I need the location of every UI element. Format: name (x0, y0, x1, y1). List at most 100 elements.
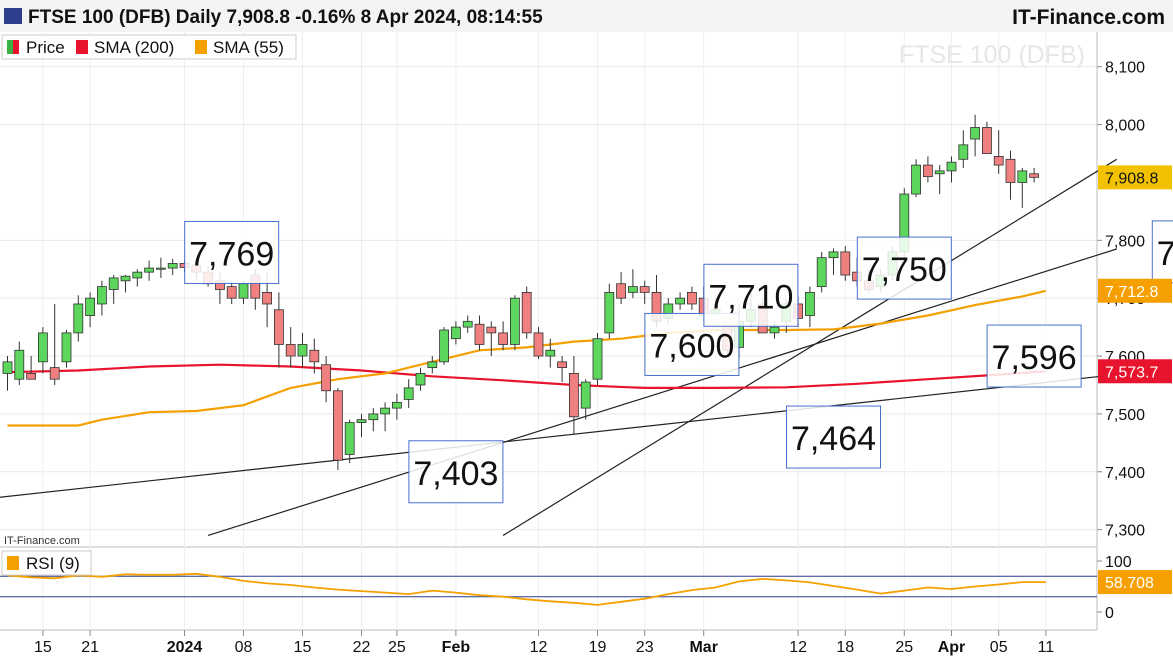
candle-body-up (391, 401, 402, 409)
x-tick-label: 18 (836, 639, 854, 656)
candle-body-down (1029, 173, 1039, 178)
rsi-pane[interactable] (0, 549, 1097, 630)
candle-body-down (569, 373, 579, 418)
brand-label[interactable]: IT-Finance.com (1012, 6, 1165, 29)
rsi-line (7, 572, 1046, 606)
sma-lines (7, 289, 1047, 427)
candle (675, 292, 685, 310)
y-tick-label: 7,800 (1105, 233, 1145, 250)
candle-body-up (509, 297, 520, 345)
sma55-line (7, 289, 1047, 427)
candle (321, 356, 332, 403)
candle-body-up (545, 349, 556, 357)
candle (226, 280, 237, 304)
candle-body-down (49, 367, 60, 380)
candle (498, 321, 509, 351)
candle (61, 330, 72, 368)
candle (604, 283, 615, 339)
candle (557, 356, 567, 383)
annotation: 7,464 (786, 405, 881, 469)
candle (97, 280, 107, 316)
watermark: FTSE 100 (DFB) (899, 41, 1085, 69)
candle-body-down (639, 286, 650, 293)
price-legend-icon-green (7, 40, 13, 54)
rsi-badge-label: 58.708 (1105, 575, 1154, 592)
annotation: 7,750 (856, 236, 952, 300)
candle (49, 303, 60, 385)
candle-body-up (934, 170, 945, 175)
candle (509, 295, 520, 351)
candle-body-down (533, 332, 544, 357)
candle (1005, 150, 1016, 200)
price-legend-icon-red (13, 40, 19, 54)
candle-body-up (911, 164, 921, 195)
candle-body-up (828, 251, 839, 259)
candle (462, 315, 473, 333)
candle-body-down (982, 127, 992, 154)
candle (982, 121, 992, 154)
candle-body-up (144, 267, 155, 273)
candle-body-down (285, 344, 296, 357)
x-tick-label: 21 (81, 639, 99, 656)
candle (946, 156, 957, 183)
candle-body-down (616, 283, 626, 299)
candle (155, 257, 166, 278)
candle-body-up (628, 286, 638, 293)
candle (332, 387, 343, 471)
x-tick-label: 12 (789, 639, 807, 656)
candle-body-up (132, 271, 143, 279)
sma200-legend-icon (76, 40, 88, 54)
sma200-badge-label: 7,573.7 (1105, 364, 1158, 381)
candle-body-down (687, 291, 697, 305)
legend-sma200[interactable]: SMA (200) (94, 38, 174, 57)
candle-body-down (521, 291, 532, 334)
candle-body-up (297, 344, 308, 357)
y-tick-label: 7,300 (1105, 523, 1145, 540)
annotation: 7,769 (184, 220, 280, 284)
rsi-tick-label: 100 (1105, 554, 1132, 571)
candle (816, 251, 827, 293)
candle (297, 332, 308, 368)
x-tick-label: 15 (294, 639, 312, 656)
candle (840, 246, 851, 281)
candle-body-up (120, 275, 131, 282)
annotation-box (1151, 220, 1173, 284)
candle (14, 341, 25, 385)
candle (415, 367, 426, 391)
candle (592, 332, 603, 385)
annotation-box (856, 236, 952, 300)
candle (108, 275, 119, 304)
legend-sma55[interactable]: SMA (55) (213, 38, 284, 57)
candle-body-down (309, 349, 320, 363)
candle (934, 165, 945, 195)
candle-body-up (155, 267, 166, 270)
price-badge: 7,908.8 (1098, 165, 1172, 190)
legend: Price SMA (200) SMA (55) (1, 34, 297, 60)
candle (2, 356, 13, 391)
candle-body-up (462, 320, 473, 328)
legend-rsi[interactable]: RSI (9) (26, 554, 80, 573)
candle-body-down (498, 332, 509, 345)
x-tick-label: 2024 (167, 639, 203, 656)
candle-body-up (73, 303, 84, 334)
candle-body-down (840, 251, 851, 276)
candle-body-up (14, 349, 25, 380)
trendline (207, 248, 1117, 536)
annotation-box (184, 220, 280, 284)
annotation-box (408, 440, 504, 504)
candle (368, 408, 379, 432)
candle-body-up (238, 283, 249, 299)
sma200-badge-bg (1098, 359, 1172, 384)
candle-body-down (321, 364, 332, 392)
annotation-box (786, 405, 881, 469)
x-tick-label: 25 (895, 639, 913, 656)
x-tick-label: 08 (235, 639, 253, 656)
candle (144, 260, 155, 281)
candle-body-up (970, 127, 980, 140)
candle-body-up (85, 297, 95, 316)
candle-body-down (332, 390, 343, 461)
candle (391, 393, 402, 420)
legend-price[interactable]: Price (26, 38, 65, 57)
candle (569, 356, 579, 435)
